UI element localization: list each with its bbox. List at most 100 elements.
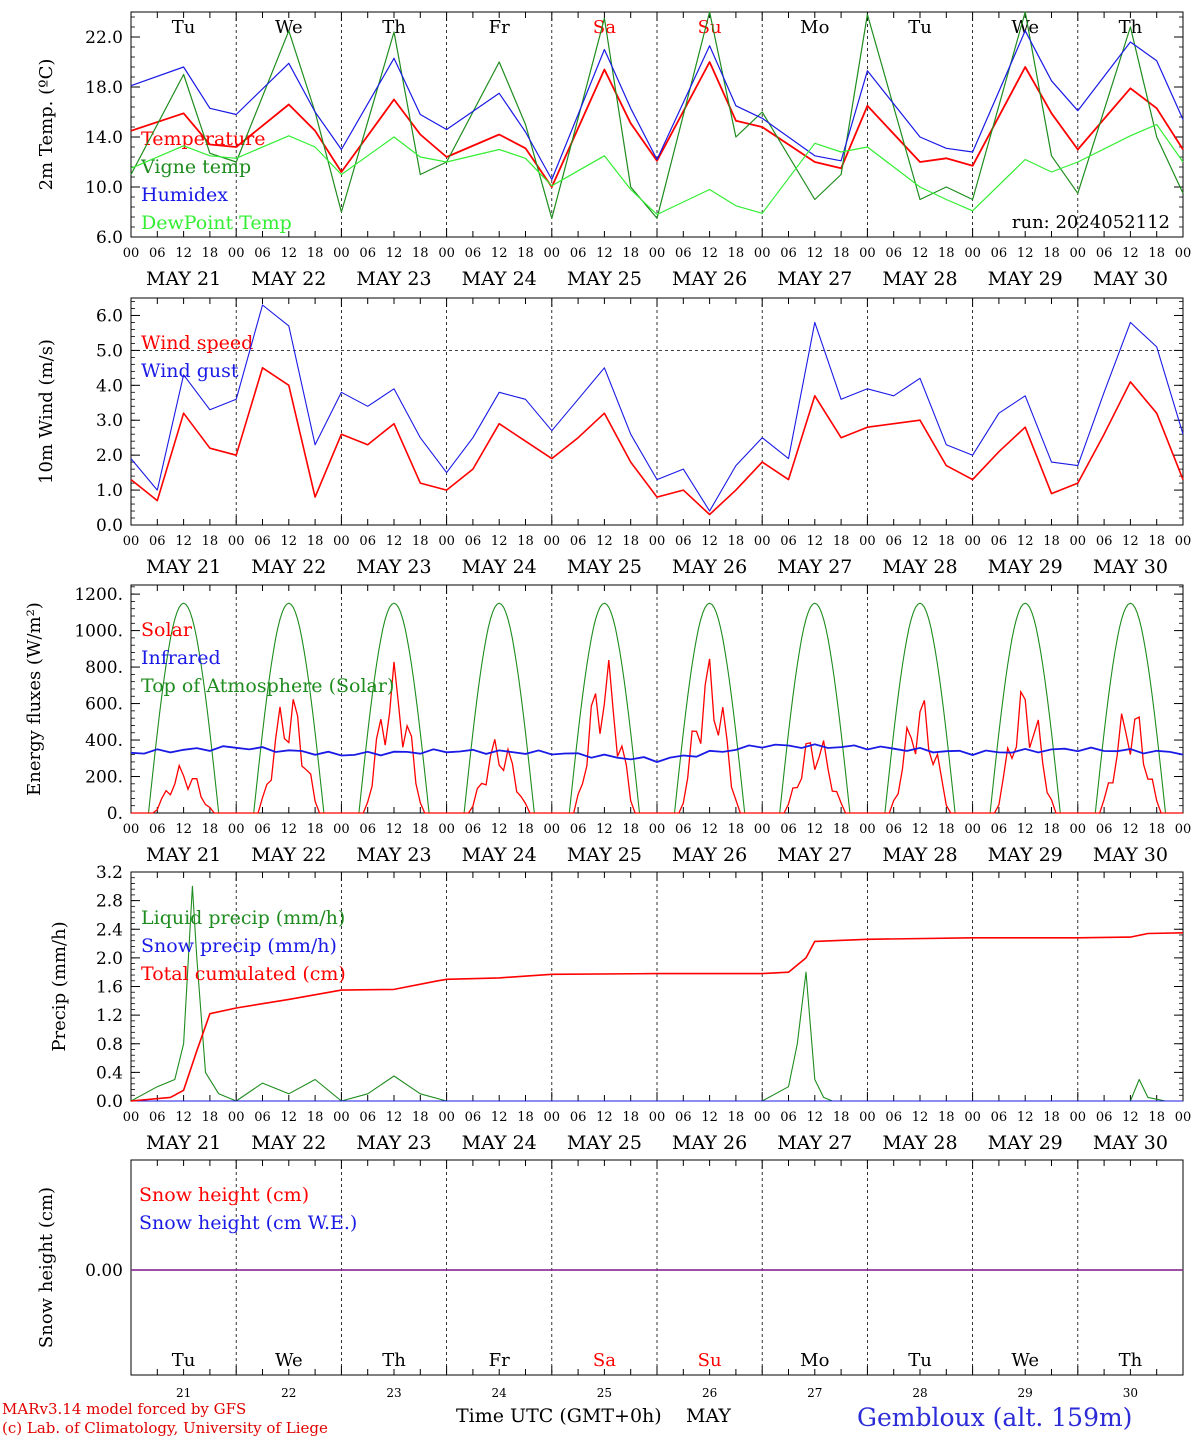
hour-tick-label: 00 [544,1110,561,1125]
hour-tick-label: 06 [675,246,692,261]
y-tick-label: 14.0 [85,128,123,148]
y-tick-label: 22.0 [85,28,123,48]
hour-tick-label: 18 [728,534,745,549]
hour-tick-label: 00 [1175,246,1192,261]
hour-tick-label: 00 [859,1110,876,1125]
hour-tick-label: 06 [780,1110,797,1125]
date-label: MAY 28 [882,268,957,290]
hour-tick-label: 06 [885,1110,902,1125]
y-tick-label: 200. [85,768,123,788]
weekday-label: Th [382,1350,406,1371]
hour-tick-label: 18 [202,1110,219,1125]
hour-tick-label: 12 [807,822,824,837]
panel-4: 0.0 0.4 0.8 1.2 1.6 2.0 2.4 2.8 3.2 Precip (mm/h)… [49,863,1191,1154]
hour-tick-label: 18 [307,534,324,549]
y-tick-label: 1000. [74,622,123,642]
hour-tick-label: 06 [254,1110,271,1125]
hour-tick-label: 06 [359,822,376,837]
hour-tick-label: 18 [307,1110,324,1125]
hour-tick-label: 18 [307,822,324,837]
series-line-temperature [130,61,1184,188]
hour-tick-label: 00 [1175,534,1192,549]
weekday-label: We [1011,1350,1039,1371]
hour-tick-label: 12 [386,1110,403,1125]
hour-tick-label: 06 [991,1110,1008,1125]
hour-tick-label: 18 [517,1110,534,1125]
y-axis-title: Snow height (cm) [36,1187,57,1348]
hour-tick-label: 06 [780,822,797,837]
y-tick-label: 2.0 [96,446,123,466]
hour-tick-label: 06 [465,822,482,837]
hour-tick-label: 18 [938,534,955,549]
weekday-label: We [1011,17,1039,38]
hour-tick-label: 00 [754,246,771,261]
date-label: MAY 22 [251,556,326,578]
hour-tick-label: 18 [202,822,219,837]
month-label: MAY [686,1405,731,1427]
legend-item: Liquid precip (mm/h) [141,907,345,929]
hour-tick-label: 00 [1070,246,1087,261]
hour-tick-label: 12 [807,246,824,261]
hour-tick-label: 00 [1175,1110,1192,1125]
hour-tick-label: 06 [359,534,376,549]
date-label: MAY 29 [988,268,1063,290]
hour-tick-label: 06 [570,822,587,837]
hour-tick-label: 00 [859,534,876,549]
model-credit: MARv3.14 model forced by GFS [2,1400,247,1418]
hour-tick-label: 06 [675,1110,692,1125]
day-number-label: 29 [1018,1386,1033,1400]
date-label: MAY 30 [1093,556,1168,578]
hour-tick-label: 00 [228,246,245,261]
y-tick-label: 0.8 [96,1035,123,1055]
hour-tick-label: 12 [596,534,613,549]
weekday-label: Mo [800,1350,829,1371]
y-tick-label: 5.0 [96,341,123,361]
hour-tick-label: 12 [1122,246,1139,261]
hour-tick-label: 12 [701,822,718,837]
day-number-label: 23 [386,1386,401,1400]
date-label: MAY 26 [672,268,747,290]
series-line-total-cumulated-cm- [130,932,1184,1102]
hour-tick-label: 00 [964,246,981,261]
date-label: MAY 21 [146,1132,221,1154]
date-label: MAY 24 [462,844,537,866]
weekday-label: We [275,1350,303,1371]
day-number-label: 22 [281,1386,296,1400]
hour-tick-label: 18 [622,1110,639,1125]
date-label: MAY 27 [777,556,852,578]
hour-tick-label: 12 [175,534,192,549]
hour-tick-label: 12 [912,246,929,261]
weekday-label: We [275,17,303,38]
hour-tick-label: 18 [728,246,745,261]
date-label: MAY 21 [146,556,221,578]
hour-tick-label: 12 [386,246,403,261]
hour-tick-label: 12 [386,534,403,549]
hour-tick-label: 06 [780,534,797,549]
y-tick-label: 0.0 [96,1092,123,1112]
hour-tick-label: 12 [281,822,298,837]
hour-tick-label: 06 [570,246,587,261]
hour-tick-label: 06 [991,822,1008,837]
hour-tick-label: 06 [465,246,482,261]
hour-tick-label: 18 [728,822,745,837]
hour-tick-label: 12 [1017,246,1034,261]
weekday-label: Fr [489,1350,510,1371]
hour-tick-label: 12 [175,822,192,837]
hour-tick-label: 00 [544,246,561,261]
panel-3: 0. 200. 400. 600. 800. 1000. 1200. Energy fluxe… [24,584,1191,866]
hour-tick-label: 06 [254,822,271,837]
date-label: MAY 21 [146,268,221,290]
legend-item: Snow precip (mm/h) [141,935,337,957]
hour-tick-label: 00 [123,246,140,261]
y-tick-label: 400. [85,731,123,751]
y-tick-label: 0. [107,804,123,824]
day-number-label: 25 [597,1386,612,1400]
day-number-label: 27 [807,1386,822,1400]
hour-tick-label: 00 [228,534,245,549]
hour-tick-label: 00 [544,534,561,549]
date-label: MAY 28 [882,1132,957,1154]
legend-item: Vigne temp [140,156,251,178]
hour-tick-label: 12 [1122,534,1139,549]
weekday-label: Sa [593,17,616,38]
